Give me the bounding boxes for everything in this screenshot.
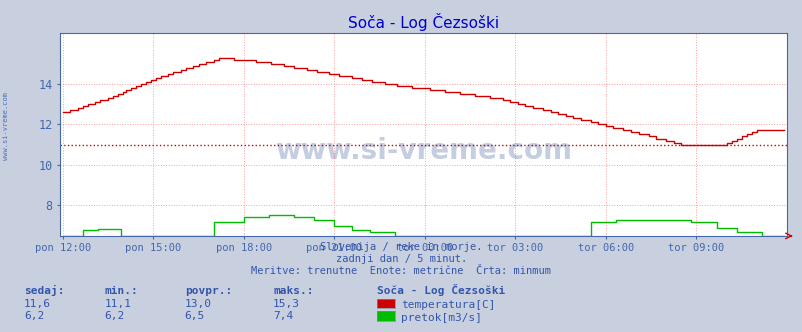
Text: 13,0: 13,0 xyxy=(184,299,212,309)
Text: 11,1: 11,1 xyxy=(104,299,132,309)
Text: 6,2: 6,2 xyxy=(104,311,124,321)
Text: 15,3: 15,3 xyxy=(273,299,300,309)
Text: temperatura[C]: temperatura[C] xyxy=(401,300,496,310)
Text: min.:: min.: xyxy=(104,286,138,296)
Text: sedaj:: sedaj: xyxy=(24,285,64,296)
Title: Soča - Log Čezsoški: Soča - Log Čezsoški xyxy=(347,13,499,31)
Text: Meritve: trenutne  Enote: metrične  Črta: minmum: Meritve: trenutne Enote: metrične Črta: … xyxy=(251,266,551,276)
Text: maks.:: maks.: xyxy=(273,286,313,296)
Text: pretok[m3/s]: pretok[m3/s] xyxy=(401,313,482,323)
Text: www.si-vreme.com: www.si-vreme.com xyxy=(3,92,9,160)
Text: 6,2: 6,2 xyxy=(24,311,44,321)
Text: Slovenija / reke in morje.: Slovenija / reke in morje. xyxy=(320,242,482,252)
Text: 11,6: 11,6 xyxy=(24,299,51,309)
Text: zadnji dan / 5 minut.: zadnji dan / 5 minut. xyxy=(335,254,467,264)
Text: www.si-vreme.com: www.si-vreme.com xyxy=(275,137,571,165)
Text: povpr.:: povpr.: xyxy=(184,286,232,296)
Text: 7,4: 7,4 xyxy=(273,311,293,321)
Text: 6,5: 6,5 xyxy=(184,311,205,321)
Text: Soča - Log Čezsoški: Soča - Log Čezsoški xyxy=(377,284,505,296)
